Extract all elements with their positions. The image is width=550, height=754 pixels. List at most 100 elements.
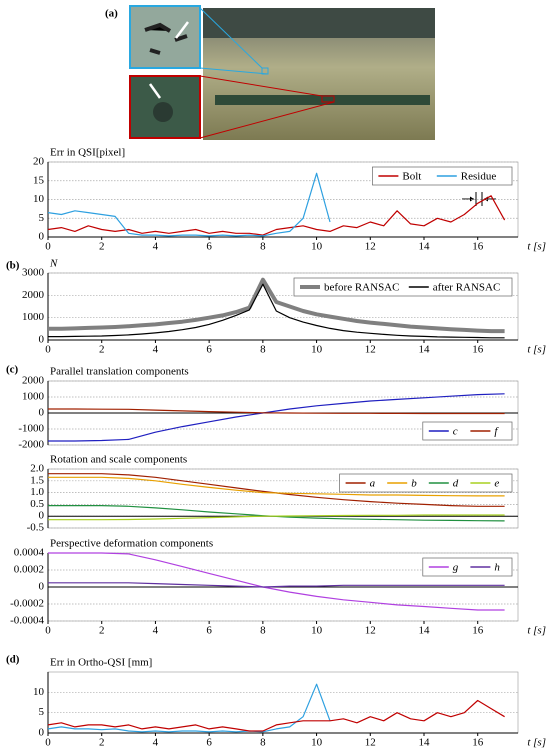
y-tick-label: 0.0002 — [14, 564, 44, 576]
x-tick-label: 14 — [419, 737, 431, 749]
connector — [199, 101, 335, 139]
y-tick-label: -0.0002 — [10, 598, 44, 610]
x-tick-label: 0 — [45, 737, 51, 749]
x-tick-label: 2 — [99, 625, 105, 637]
x-tick-label: 10 — [311, 344, 323, 356]
x-tick-label: 12 — [365, 737, 376, 749]
x-tick-label: 16 — [472, 344, 484, 356]
x-tick-label: 2 — [99, 241, 105, 253]
photo-panel — [129, 5, 435, 140]
series-line — [48, 283, 505, 339]
chart-title: Perspective deformation components — [50, 538, 213, 550]
x-tick-label: 8 — [260, 737, 266, 749]
series-line — [47, 172, 331, 237]
legend-label: before RANSAC — [324, 282, 399, 294]
x-tick-label: 12 — [365, 241, 376, 253]
series-line — [48, 408, 505, 415]
y-tick-label: 0.5 — [30, 498, 44, 510]
x-tick-label: 6 — [206, 344, 212, 356]
x-tick-label: 2 — [99, 737, 105, 749]
chart-title: N — [49, 258, 58, 270]
legend-label: c — [453, 426, 458, 438]
x-tick-label: 0 — [45, 344, 51, 356]
legend-label: Bolt — [402, 171, 421, 183]
series-line — [48, 393, 505, 442]
x-tick-label: 14 — [419, 625, 431, 637]
x-tick-label: 6 — [206, 737, 212, 749]
series-line — [48, 505, 505, 522]
y-tick-label: 20 — [33, 156, 45, 168]
x-tick-label: 4 — [153, 241, 159, 253]
x-tick-label: 4 — [153, 344, 159, 356]
legend-label: e — [494, 478, 499, 490]
x-tick-label: 0 — [45, 625, 51, 637]
series-line — [47, 683, 331, 733]
x-tick-label: 12 — [365, 344, 376, 356]
y-tick-label: 10 — [33, 193, 45, 205]
y-tick-label: 1000 — [22, 391, 45, 403]
panel-label: (b) — [6, 260, 20, 272]
y-tick-label: 0 — [39, 727, 45, 739]
legend-label: Residue — [461, 171, 497, 183]
y-tick-label: 0.0004 — [14, 547, 45, 559]
x-tick-label: 6 — [206, 625, 212, 637]
arrow — [175, 21, 189, 39]
legend-label: b — [411, 478, 417, 490]
series-line — [48, 514, 505, 521]
x-tick-label: 14 — [419, 241, 431, 253]
x-tick-label: 8 — [260, 625, 266, 637]
x-tick-label: 10 — [311, 625, 323, 637]
chart-title: Err in QSI[pixel] — [50, 147, 125, 159]
x-tick-label: 2 — [99, 344, 105, 356]
x-tick-label: 8 — [260, 344, 266, 356]
x-tick-label: 12 — [365, 625, 376, 637]
x-tick-label: 16 — [472, 241, 484, 253]
x-tick-label: 6 — [206, 241, 212, 253]
legend-box — [422, 421, 513, 441]
y-tick-label: -0.0004 — [10, 615, 44, 627]
legend-label: h — [494, 562, 500, 574]
inset-photo — [129, 5, 201, 69]
panel-label: (a) — [105, 8, 118, 20]
legend-box — [422, 557, 513, 577]
y-tick-label: 15 — [33, 174, 45, 186]
legend-label: after RANSAC — [433, 282, 501, 294]
legend-label: f — [494, 426, 499, 438]
y-tick-label: 1.0 — [30, 486, 44, 498]
legend-label: g — [453, 562, 459, 574]
connector — [199, 75, 323, 97]
series-line — [47, 195, 506, 236]
x-axis-label: t [s] — [527, 241, 546, 253]
x-tick-label: 0 — [45, 241, 51, 253]
series-line — [48, 476, 505, 497]
y-tick-label: 0 — [39, 510, 45, 522]
y-tick-label: 2000 — [22, 289, 45, 301]
y-tick-label: 0 — [39, 407, 45, 419]
bolt — [153, 102, 173, 122]
y-tick-label: 5 — [39, 212, 45, 224]
legend-box — [339, 473, 513, 493]
gap-annotation — [462, 192, 496, 206]
panel-label: (c) — [6, 364, 19, 376]
panel-label: (d) — [6, 654, 20, 666]
x-tick-label: 16 — [472, 625, 484, 637]
photo-frame — [203, 8, 435, 38]
y-tick-label: -0.5 — [27, 522, 45, 534]
y-tick-label: 0 — [39, 334, 45, 346]
x-axis-label: t [s] — [527, 344, 546, 356]
x-tick-label: 10 — [311, 737, 323, 749]
x-tick-label: 4 — [153, 737, 159, 749]
y-tick-label: 2000 — [22, 375, 45, 387]
connector — [199, 7, 263, 69]
inset-detail — [144, 22, 188, 55]
legend-label: d — [453, 478, 459, 490]
zoom-box — [321, 95, 335, 103]
series-line — [48, 582, 505, 588]
y-tick-label: 1000 — [22, 311, 45, 323]
y-tick-label: 5 — [39, 706, 45, 718]
y-tick-label: 1.5 — [30, 474, 44, 486]
x-tick-label: 10 — [311, 241, 323, 253]
